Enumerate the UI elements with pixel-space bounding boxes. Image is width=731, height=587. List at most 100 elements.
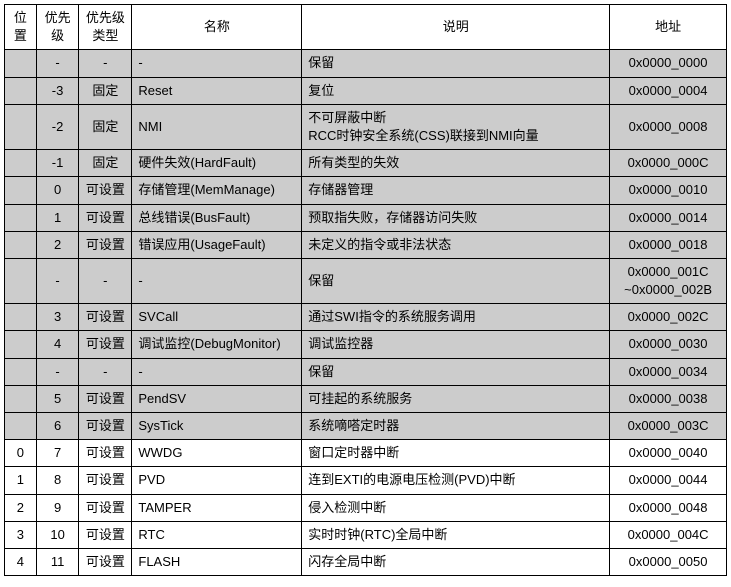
cell-priority-type: 可设置 [79, 231, 132, 258]
cell-priority-type: 可设置 [79, 304, 132, 331]
cell-address: 0x0000_0038 [610, 385, 727, 412]
cell-priority: -2 [36, 104, 78, 149]
cell-address: 0x0000_0034 [610, 358, 727, 385]
cell-position [5, 77, 37, 104]
cell-description: 闪存全局中断 [302, 548, 610, 575]
interrupt-vector-table: 位 置 优先 级 优先级 类型 名称 说明 地址 ---保留0x0000_000… [4, 4, 727, 576]
cell-name: NMI [132, 104, 302, 149]
header-row: 位 置 优先 级 优先级 类型 名称 说明 地址 [5, 5, 727, 50]
cell-name: - [132, 50, 302, 77]
cell-position [5, 231, 37, 258]
table-row: 5可设置PendSV可挂起的系统服务0x0000_0038 [5, 385, 727, 412]
table-header: 位 置 优先 级 优先级 类型 名称 说明 地址 [5, 5, 727, 50]
cell-address: 0x0000_0050 [610, 548, 727, 575]
table-row: ---保留0x0000_001C~0x0000_002B [5, 258, 727, 303]
cell-priority: 0 [36, 177, 78, 204]
cell-name: 总线错误(BusFault) [132, 204, 302, 231]
cell-name: SysTick [132, 413, 302, 440]
cell-description: 复位 [302, 77, 610, 104]
table-row: 310可设置RTC实时时钟(RTC)全局中断0x0000_004C [5, 521, 727, 548]
cell-position [5, 413, 37, 440]
cell-position [5, 177, 37, 204]
cell-name: TAMPER [132, 494, 302, 521]
cell-position: 2 [5, 494, 37, 521]
cell-priority-type: 可设置 [79, 177, 132, 204]
cell-position: 4 [5, 548, 37, 575]
cell-description: 系统嘀嗒定时器 [302, 413, 610, 440]
table-row: 18可设置PVD连到EXTI的电源电压检测(PVD)中断0x0000_0044 [5, 467, 727, 494]
cell-address: 0x0000_001C~0x0000_002B [610, 258, 727, 303]
col-header-position: 位 置 [5, 5, 37, 50]
cell-address: 0x0000_0048 [610, 494, 727, 521]
cell-description: 保留 [302, 50, 610, 77]
cell-priority-type: 可设置 [79, 331, 132, 358]
cell-address: 0x0000_0030 [610, 331, 727, 358]
cell-position: 3 [5, 521, 37, 548]
table-row: ---保留0x0000_0000 [5, 50, 727, 77]
col-header-priority: 优先 级 [36, 5, 78, 50]
cell-priority-type: 固定 [79, 104, 132, 149]
cell-priority: 11 [36, 548, 78, 575]
cell-description: 调试监控器 [302, 331, 610, 358]
cell-address: 0x0000_0010 [610, 177, 727, 204]
cell-address: 0x0000_000C [610, 150, 727, 177]
cell-priority-type: 可设置 [79, 467, 132, 494]
cell-priority: -1 [36, 150, 78, 177]
cell-priority-type: 可设置 [79, 204, 132, 231]
cell-priority-type: - [79, 50, 132, 77]
cell-description: 保留 [302, 358, 610, 385]
cell-name: - [132, 358, 302, 385]
cell-address: 0x0000_0000 [610, 50, 727, 77]
cell-priority: - [36, 258, 78, 303]
cell-priority: 9 [36, 494, 78, 521]
cell-address: 0x0000_0014 [610, 204, 727, 231]
cell-priority: 5 [36, 385, 78, 412]
col-header-name: 名称 [132, 5, 302, 50]
cell-address: 0x0000_0044 [610, 467, 727, 494]
cell-description: 实时时钟(RTC)全局中断 [302, 521, 610, 548]
cell-priority: -3 [36, 77, 78, 104]
cell-priority-type: - [79, 258, 132, 303]
cell-address: 0x0000_0004 [610, 77, 727, 104]
cell-position [5, 304, 37, 331]
cell-priority: 1 [36, 204, 78, 231]
cell-priority: 3 [36, 304, 78, 331]
cell-position: 1 [5, 467, 37, 494]
table-row: 2可设置错误应用(UsageFault)未定义的指令或非法状态0x0000_00… [5, 231, 727, 258]
table-row: -3固定Reset复位0x0000_0004 [5, 77, 727, 104]
table-row: 6可设置SysTick系统嘀嗒定时器0x0000_003C [5, 413, 727, 440]
cell-description: 预取指失败，存储器访问失败 [302, 204, 610, 231]
table-row: 07可设置WWDG窗口定时器中断0x0000_0040 [5, 440, 727, 467]
cell-description: 未定义的指令或非法状态 [302, 231, 610, 258]
cell-position [5, 385, 37, 412]
cell-name: 存储管理(MemManage) [132, 177, 302, 204]
table-row: 4可设置调试监控(DebugMonitor)调试监控器0x0000_0030 [5, 331, 727, 358]
cell-position [5, 204, 37, 231]
cell-description: 所有类型的失效 [302, 150, 610, 177]
cell-priority: 7 [36, 440, 78, 467]
cell-priority: 4 [36, 331, 78, 358]
table-row: 411可设置FLASH闪存全局中断0x0000_0050 [5, 548, 727, 575]
table-row: 29可设置TAMPER侵入检测中断0x0000_0048 [5, 494, 727, 521]
col-header-priority-type: 优先级 类型 [79, 5, 132, 50]
col-header-address: 地址 [610, 5, 727, 50]
cell-position [5, 258, 37, 303]
cell-position [5, 150, 37, 177]
table-body: ---保留0x0000_0000-3固定Reset复位0x0000_0004-2… [5, 50, 727, 576]
cell-priority-type: 可设置 [79, 548, 132, 575]
cell-priority: 10 [36, 521, 78, 548]
cell-priority-type: 可设置 [79, 385, 132, 412]
cell-address: 0x0000_0018 [610, 231, 727, 258]
cell-description: 保留 [302, 258, 610, 303]
cell-description: 连到EXTI的电源电压检测(PVD)中断 [302, 467, 610, 494]
cell-name: SVCall [132, 304, 302, 331]
cell-priority-type: - [79, 358, 132, 385]
cell-position [5, 331, 37, 358]
cell-name: 错误应用(UsageFault) [132, 231, 302, 258]
cell-position [5, 50, 37, 77]
cell-name: FLASH [132, 548, 302, 575]
cell-position [5, 358, 37, 385]
cell-priority-type: 可设置 [79, 494, 132, 521]
table-row: 3可设置SVCall通过SWI指令的系统服务调用0x0000_002C [5, 304, 727, 331]
table-row: ---保留0x0000_0034 [5, 358, 727, 385]
